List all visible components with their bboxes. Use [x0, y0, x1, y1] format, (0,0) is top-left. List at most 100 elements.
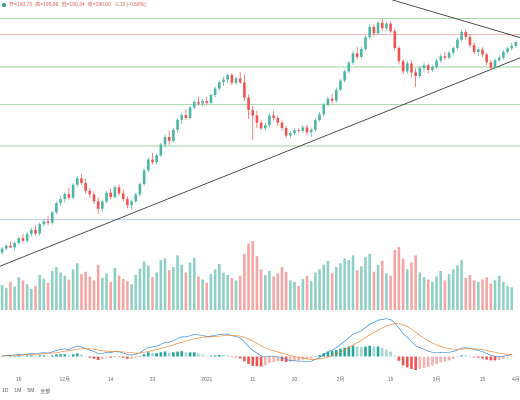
volume-bar	[293, 281, 296, 310]
macd-histogram-bar	[372, 346, 376, 357]
candle-body	[226, 74, 229, 80]
macd-histogram-bar	[13, 356, 16, 357]
candle-body	[326, 98, 330, 105]
macd-histogram-bar	[9, 356, 12, 357]
macd-histogram-bar	[218, 355, 221, 357]
candle-body	[314, 120, 317, 130]
legend-close: 收=190.60	[87, 2, 111, 8]
candle-body	[201, 101, 204, 104]
volume-bar	[63, 275, 67, 310]
range-button-1d[interactable]: 1D	[2, 388, 9, 394]
volume-bar	[389, 275, 392, 310]
macd-histogram-bar	[284, 356, 288, 362]
x-axis: 16 12月 14 23 2021 11 20 2月 15 3月 15 4月	[16, 377, 520, 383]
macd-histogram-bar	[251, 356, 255, 366]
candle-body	[284, 128, 288, 136]
candle-body	[372, 26, 376, 34]
volume-bar	[9, 281, 12, 310]
symbol-status-icon	[2, 2, 6, 7]
candle-body	[230, 74, 234, 83]
candle-body	[431, 67, 434, 70]
volume-bar	[75, 263, 79, 310]
macd-histogram-bar	[272, 356, 275, 362]
range-button-1m[interactable]: 1M	[14, 388, 22, 394]
macd-histogram-bar	[55, 354, 58, 357]
macd-histogram-bar	[397, 356, 401, 361]
volume-bar	[322, 264, 326, 310]
range-button-5m[interactable]: 5M	[27, 388, 35, 394]
macd-histogram-bar	[255, 356, 259, 367]
candle-body	[460, 31, 463, 40]
candle-body	[50, 212, 54, 223]
candle-body	[268, 115, 271, 126]
candle-body	[293, 130, 296, 134]
macd-histogram-bar	[4, 356, 8, 357]
macd-histogram-bar	[497, 356, 501, 361]
candle-body	[439, 56, 443, 61]
macd-histogram-bar	[80, 354, 83, 357]
macd-histogram-bar	[259, 356, 263, 367]
candle-body	[489, 62, 493, 68]
macd-histogram-bar	[447, 356, 451, 361]
candle-body	[159, 144, 163, 156]
candle-body	[0, 248, 4, 253]
candle-body	[113, 187, 117, 197]
macd-histogram-bar	[163, 351, 167, 357]
macd-histogram-bar	[226, 355, 229, 357]
volume-bar	[67, 279, 71, 310]
x-tick-label: 15	[480, 377, 486, 383]
candle-body	[368, 26, 371, 38]
volume-bar	[502, 281, 505, 310]
volume-bar	[138, 268, 142, 310]
macd-histogram-bar	[130, 356, 133, 359]
macd-histogram-bar	[209, 355, 213, 357]
volume-bar	[451, 269, 455, 310]
volume-bar	[209, 274, 213, 310]
range-button-all[interactable]: 全部	[40, 389, 51, 395]
macd-histogram-bar	[159, 352, 163, 357]
volume-bar	[485, 277, 488, 310]
candle-body	[251, 110, 255, 116]
candle-body	[21, 238, 25, 241]
volume-bar	[50, 271, 54, 310]
legend-low: 低=190.34	[61, 2, 85, 8]
volume-bar	[481, 279, 484, 310]
macd-histogram-bar	[334, 349, 338, 357]
candle-body	[506, 48, 509, 52]
x-tick-label: 16	[16, 377, 22, 383]
macd-histogram-bar	[477, 356, 480, 358]
candle-body	[209, 95, 213, 103]
candle-body	[142, 170, 146, 185]
volume-bar	[230, 278, 234, 310]
candle-body	[414, 72, 417, 76]
volume-bar	[439, 271, 443, 310]
candle-body	[426, 65, 430, 70]
candle-body	[502, 51, 505, 58]
volume-bar	[372, 271, 376, 310]
volume-bar	[426, 279, 430, 310]
candle-body	[451, 47, 455, 53]
volume-bar	[385, 273, 388, 310]
volume-bar	[109, 281, 112, 310]
macd-histogram-bar	[485, 356, 488, 360]
candle-body	[301, 127, 305, 131]
macd-histogram-bar	[109, 356, 112, 358]
candle-body	[318, 114, 321, 121]
candle-body	[38, 224, 41, 234]
volume-bar	[272, 276, 275, 310]
volume-bar	[464, 278, 468, 310]
macd-histogram-bar	[75, 353, 79, 357]
macd-histogram-bar	[280, 356, 284, 362]
macd-histogram-bar	[180, 351, 184, 357]
candle-body	[238, 78, 242, 83]
candle-body	[385, 23, 388, 29]
macd-histogram-bar	[101, 356, 104, 360]
macd-histogram-bar	[426, 356, 430, 367]
candle-body	[355, 53, 359, 57]
candle-body	[443, 56, 447, 58]
candle-body	[222, 79, 225, 83]
x-tick-label: 2021	[201, 377, 212, 383]
volume-bar	[101, 278, 104, 310]
macd-histogram-bar	[443, 356, 447, 362]
